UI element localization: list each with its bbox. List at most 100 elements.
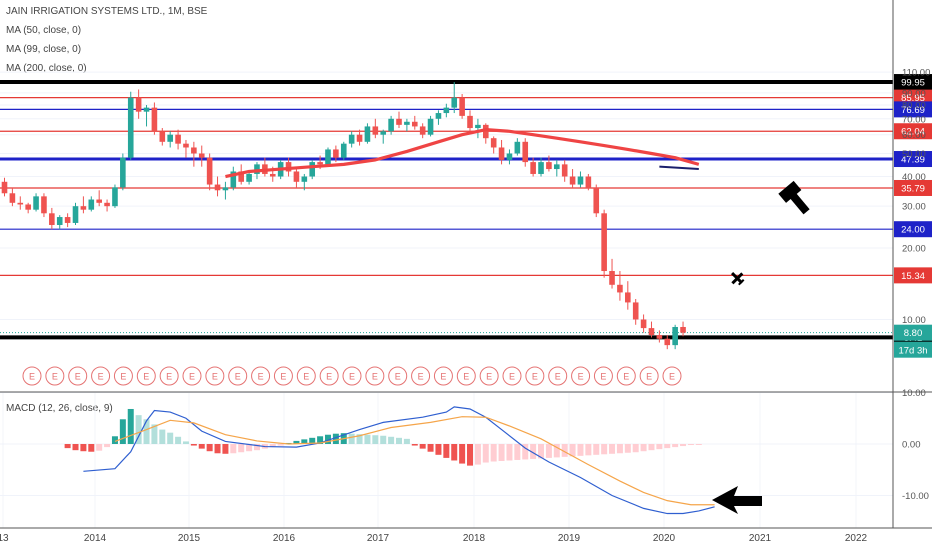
candle[interactable]	[127, 97, 134, 158]
candle[interactable]	[498, 147, 505, 160]
candle[interactable]	[656, 335, 663, 339]
earnings-marker[interactable]	[388, 366, 408, 386]
candle[interactable]	[672, 326, 678, 346]
candle[interactable]	[411, 121, 418, 127]
candle[interactable]	[514, 141, 521, 154]
earnings-marker[interactable]	[22, 366, 42, 386]
earnings-marker[interactable]	[548, 366, 568, 386]
candle[interactable]	[230, 171, 237, 188]
candle[interactable]	[364, 126, 371, 142]
candle[interactable]	[419, 126, 426, 135]
ma-200-legend[interactable]: MA (200, close, 0)	[6, 63, 87, 74]
candle[interactable]	[96, 199, 102, 203]
candle[interactable]	[198, 153, 205, 158]
earnings-marker[interactable]	[662, 366, 682, 386]
earnings-marker[interactable]	[251, 366, 271, 386]
earnings-marker[interactable]	[411, 366, 431, 386]
candle[interactable]	[17, 202, 24, 205]
candle[interactable]	[348, 134, 355, 144]
candle[interactable]	[577, 176, 584, 185]
candle[interactable]	[340, 143, 347, 158]
candle[interactable]	[1, 181, 8, 194]
candle[interactable]	[506, 153, 513, 160]
macd-signal-line[interactable]	[114, 416, 715, 506]
candle[interactable]	[120, 157, 126, 188]
candle[interactable]	[325, 149, 331, 165]
candle[interactable]	[680, 326, 686, 333]
earnings-marker[interactable]	[113, 366, 133, 386]
candle[interactable]	[522, 141, 529, 163]
earnings-marker[interactable]	[502, 366, 522, 386]
candle[interactable]	[490, 138, 497, 148]
earnings-marker[interactable]	[45, 366, 65, 386]
candle[interactable]	[632, 302, 639, 320]
candle[interactable]	[609, 271, 615, 285]
earnings-marker[interactable]	[228, 366, 248, 386]
candle[interactable]	[214, 184, 221, 191]
earnings-marker[interactable]	[342, 366, 362, 386]
candle[interactable]	[435, 113, 442, 119]
earnings-marker[interactable]	[205, 366, 225, 386]
candle[interactable]	[625, 292, 631, 303]
candle[interactable]	[269, 173, 276, 177]
candle[interactable]	[167, 134, 173, 142]
candle[interactable]	[88, 199, 95, 210]
candle[interactable]	[183, 143, 189, 148]
candle[interactable]	[561, 164, 568, 177]
candle[interactable]	[222, 187, 229, 191]
candle[interactable]	[640, 319, 647, 329]
candle[interactable]	[80, 206, 87, 210]
candle[interactable]	[317, 162, 323, 165]
candle[interactable]	[293, 171, 300, 182]
candle[interactable]	[135, 97, 142, 112]
candle[interactable]	[151, 107, 158, 132]
candle[interactable]	[593, 187, 600, 214]
earnings-marker[interactable]	[525, 366, 545, 386]
earnings-marker[interactable]	[159, 366, 179, 386]
candle[interactable]	[482, 124, 489, 139]
candle[interactable]	[530, 162, 536, 174]
drawn-trend-line[interactable]	[659, 165, 699, 171]
candle[interactable]	[538, 162, 544, 174]
candle[interactable]	[554, 164, 560, 170]
candle[interactable]	[404, 121, 410, 125]
candle[interactable]	[546, 162, 552, 170]
earnings-marker[interactable]	[365, 366, 385, 386]
candle[interactable]	[443, 107, 450, 114]
candle[interactable]	[159, 131, 166, 142]
earnings-marker[interactable]	[182, 366, 202, 386]
candle[interactable]	[427, 118, 434, 135]
earnings-marker[interactable]	[433, 366, 453, 386]
earnings-marker[interactable]	[136, 366, 156, 386]
candle[interactable]	[9, 193, 16, 203]
candle[interactable]	[104, 202, 110, 207]
candle[interactable]	[64, 217, 71, 223]
earnings-marker[interactable]	[593, 366, 613, 386]
candle[interactable]	[451, 97, 458, 108]
ma-line[interactable]	[225, 128, 700, 179]
candle[interactable]	[356, 134, 363, 142]
earnings-marker[interactable]	[91, 366, 111, 386]
candle[interactable]	[301, 176, 308, 182]
candle[interactable]	[333, 149, 339, 158]
macd-line[interactable]	[83, 406, 715, 515]
candle[interactable]	[206, 157, 213, 185]
candle[interactable]	[191, 147, 197, 154]
candle[interactable]	[49, 213, 55, 225]
candle[interactable]	[585, 176, 592, 188]
candle[interactable]	[372, 126, 379, 135]
earnings-marker[interactable]	[616, 366, 636, 386]
candle[interactable]	[601, 213, 607, 272]
candle[interactable]	[459, 97, 465, 116]
candle[interactable]	[112, 187, 118, 207]
candle[interactable]	[33, 196, 39, 210]
candle[interactable]	[238, 171, 244, 182]
earnings-marker[interactable]	[68, 366, 88, 386]
candle[interactable]	[569, 176, 576, 185]
candle[interactable]	[617, 284, 623, 293]
candle[interactable]	[475, 124, 481, 129]
candle[interactable]	[254, 164, 260, 174]
ma-50-legend[interactable]: MA (50, close, 0)	[6, 25, 82, 36]
candle[interactable]	[72, 206, 79, 223]
